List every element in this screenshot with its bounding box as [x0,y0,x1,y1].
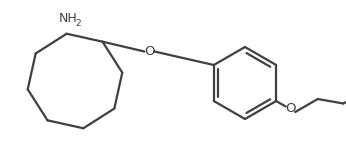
Text: O: O [285,103,295,116]
Text: 2: 2 [76,19,81,28]
Text: O: O [144,45,155,58]
Text: NH: NH [58,12,77,25]
